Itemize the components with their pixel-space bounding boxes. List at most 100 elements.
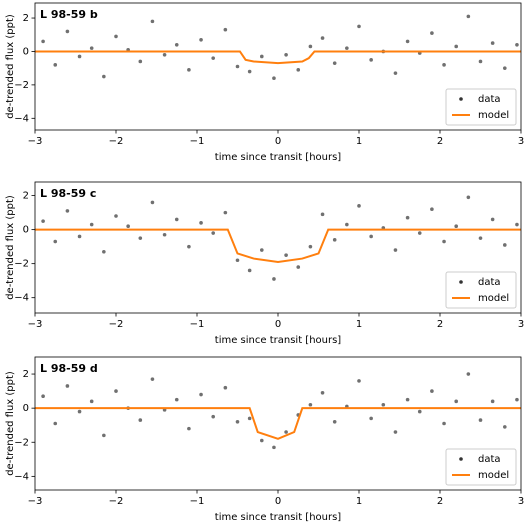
data-point [187, 68, 191, 72]
data-point [41, 394, 45, 399]
x-axis-label: time since transit [hours] [215, 335, 342, 346]
x-tick-label: −1 [190, 136, 205, 147]
data-point [65, 209, 70, 213]
data-point [138, 59, 143, 64]
data-point [515, 222, 519, 227]
data-point [503, 243, 507, 247]
data-point [332, 419, 337, 424]
data-point [417, 231, 422, 235]
data-point [89, 399, 94, 404]
data-point [417, 409, 422, 414]
data-point [442, 63, 446, 67]
y-tick-label: 0 [23, 225, 29, 236]
data-point [405, 215, 410, 220]
x-tick-label: −2 [109, 496, 124, 507]
data-point [162, 232, 167, 237]
x-tick-label: −1 [190, 319, 205, 330]
y-axis-label: de-trended flux (ppt) [5, 195, 16, 300]
data-point [272, 277, 276, 281]
data-point [308, 402, 313, 407]
data-point [284, 53, 288, 57]
y-tick-label: 0 [23, 46, 29, 57]
data-point [53, 63, 58, 67]
data-point [430, 31, 434, 35]
data-point [162, 53, 167, 57]
x-tick-label: −3 [28, 136, 43, 147]
data-point [393, 430, 398, 434]
data-point [442, 421, 446, 426]
legend-label: data [478, 454, 501, 465]
x-tick-label: 3 [518, 136, 524, 147]
x-tick-label: −3 [28, 319, 43, 330]
y-tick-label: −2 [14, 80, 29, 91]
data-point [77, 234, 82, 239]
data-point [247, 416, 252, 421]
data-point [247, 69, 252, 74]
data-point [515, 42, 519, 47]
data-point [430, 207, 434, 212]
data-point [284, 430, 288, 434]
data-point [114, 214, 118, 218]
y-tick-label: 2 [23, 369, 29, 380]
plot-area [35, 372, 521, 450]
y-tick-label: −4 [14, 113, 29, 124]
data-point [89, 222, 94, 227]
data-point [272, 76, 276, 80]
data-point [187, 426, 191, 431]
data-point [260, 248, 264, 252]
model-line [35, 50, 521, 65]
data-point [41, 39, 45, 44]
data-point [296, 68, 301, 72]
data-point [272, 445, 276, 450]
data-point [466, 195, 471, 200]
x-tick-label: −3 [28, 496, 43, 507]
data-point [138, 418, 143, 422]
data-point [223, 385, 228, 390]
data-point [223, 210, 228, 215]
data-point [102, 249, 106, 254]
data-point [357, 379, 361, 383]
data-point [260, 54, 264, 59]
data-point [89, 46, 94, 50]
data-point [393, 248, 398, 252]
data-point [65, 384, 70, 388]
y-tick-label: −4 [14, 471, 29, 482]
data-point [320, 391, 325, 395]
x-tick-label: 2 [437, 319, 443, 330]
data-point [357, 24, 361, 29]
y-axis-label: de-trended flux (ppt) [5, 14, 16, 119]
y-tick-label: 0 [23, 403, 29, 414]
y-tick-label: −2 [14, 259, 29, 270]
model-line [35, 228, 521, 263]
data-point [223, 27, 228, 32]
data-point [296, 265, 301, 269]
data-point [478, 59, 483, 64]
x-tick-label: 1 [356, 319, 362, 330]
x-tick-label: 0 [275, 136, 281, 147]
data-point [490, 399, 495, 404]
x-tick-label: −1 [190, 496, 205, 507]
data-point [345, 46, 349, 50]
x-axis-label: time since transit [hours] [215, 152, 342, 163]
data-point [114, 34, 118, 39]
data-point [320, 36, 325, 40]
data-point [381, 402, 386, 407]
data-point [211, 231, 215, 235]
data-point [430, 389, 434, 393]
data-point [187, 244, 191, 249]
data-point [174, 397, 179, 402]
panel-title: L 98-59 b [40, 8, 98, 21]
legend-marker [459, 97, 463, 101]
x-tick-label: −2 [109, 319, 124, 330]
data-point [150, 19, 155, 24]
data-point [284, 253, 288, 257]
data-point [466, 14, 471, 19]
data-point [369, 58, 373, 62]
data-point [357, 204, 361, 208]
data-point [454, 399, 459, 404]
data-point [405, 39, 410, 44]
data-point [332, 61, 337, 65]
data-point [102, 433, 106, 438]
data-point [102, 74, 106, 79]
y-tick-label: −2 [14, 437, 29, 448]
